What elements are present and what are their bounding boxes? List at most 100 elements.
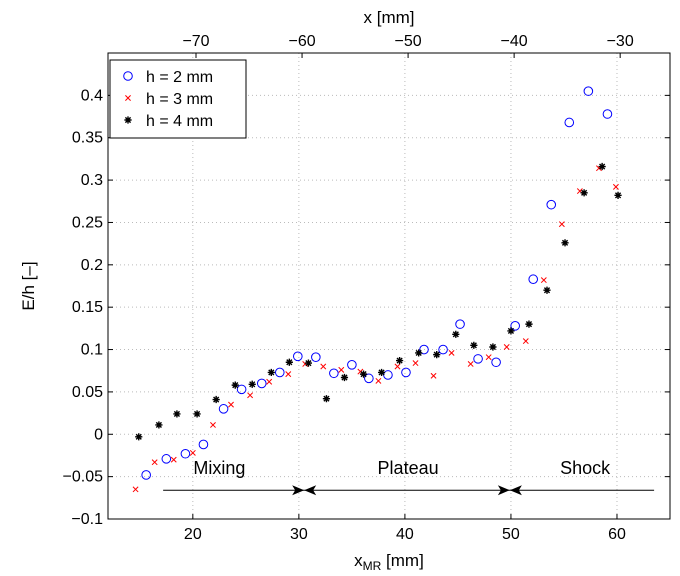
data-point-series-3-stroke: [415, 349, 423, 357]
data-point-series-3: [304, 359, 313, 367]
data-point-series-3-stroke: [580, 189, 588, 197]
legend-entries: h = 2 mm h = 3 mm h = 4 mm: [123, 69, 213, 130]
legend-box: [109, 59, 247, 139]
data-point-series-3-stroke: [489, 343, 497, 351]
data-point-series-2: [151, 459, 158, 466]
data-point-series-1: [602, 109, 613, 119]
y-tick-label: 0.1: [81, 342, 103, 359]
data-point-series-2-stroke: [189, 449, 196, 456]
y-tick-label: 0.15: [72, 299, 103, 316]
data-point-series-3-stroke: [433, 351, 441, 359]
data-point-series-1: [419, 344, 429, 355]
data-point-series-2: [503, 344, 510, 350]
data-point-series-2-stroke: [151, 459, 158, 466]
data-point-series-3-stroke: [155, 421, 163, 429]
region-label: Mixing: [193, 458, 245, 478]
arrowhead-left: [509, 485, 522, 496]
data-point-series-1: [161, 454, 172, 464]
data-point-series-3-stroke: [231, 381, 239, 389]
x-tick-label: 40: [396, 526, 414, 543]
data-point-series-2: [266, 378, 273, 385]
data-point-series-1: [293, 351, 303, 362]
plot-frame: [107, 52, 671, 520]
x-axis-label: xMR [mm]: [354, 551, 424, 573]
data-point-series-2: [485, 354, 492, 361]
data-point-series-1: [274, 367, 285, 378]
data-point-series-3-stroke: [452, 330, 460, 338]
legend-label: h = 4 mm: [146, 113, 213, 130]
data-point-series-2-stroke: [210, 421, 216, 428]
data-point-series-2-stroke: [338, 366, 345, 373]
data-point-series-2-stroke: [522, 338, 529, 345]
data-point-series-1: [364, 373, 374, 384]
data-point-series-2-stroke: [266, 378, 273, 385]
data-point-series-3: [377, 368, 386, 377]
legend-marker-stroke: [125, 95, 131, 101]
x-axis-label-main: x: [354, 551, 363, 570]
data-point-series-1: [583, 86, 594, 96]
data-point-series-3-stroke: [267, 368, 275, 377]
data-point-series-3-stroke: [285, 358, 293, 366]
data-point-series-3: [231, 381, 239, 389]
data-point-series-1: [311, 352, 321, 362]
y-tick-label: 0.3: [81, 172, 103, 189]
arrowhead-right: [292, 485, 305, 496]
tick-labels: 20 30 40 50 60 −70 −60 −50 −40 −30 −0.1 −0.05 0 0.05 0…: [63, 33, 634, 543]
region-label: Shock: [560, 458, 611, 478]
data-point-series-2: [448, 349, 455, 356]
x-axis-label-unit: [mm]: [381, 551, 424, 570]
data-point-series-2-stroke: [394, 363, 401, 370]
data-point-series-3: [248, 380, 256, 388]
data-point-series-3-stroke: [359, 370, 368, 378]
y-tick-label: 0.25: [72, 214, 103, 231]
legend-marker: [124, 116, 132, 124]
data-point-series-3: [212, 395, 220, 404]
data-point-series-3: [173, 410, 181, 418]
data-point-series-3-stroke: [396, 356, 404, 365]
legend-label: h = 2 mm: [146, 69, 213, 86]
data-point-series-3-stroke: [212, 395, 220, 404]
data-point-series-1: [141, 470, 151, 480]
data-point-series-3-stroke: [135, 433, 143, 441]
data-point-series-3: [452, 330, 460, 338]
arrowhead-right: [497, 485, 510, 496]
data-point-series-1: [347, 359, 357, 370]
data-point-series-3: [415, 349, 423, 357]
legend: h = 2 mm h = 3 mm h = 4 mm: [109, 59, 247, 139]
data-point-series-3-stroke: [248, 380, 256, 388]
top-x-tick-label: −60: [288, 33, 315, 50]
data-point-series-3-stroke: [614, 191, 622, 199]
data-point-series-1: [564, 117, 575, 128]
data-point-series-2: [394, 363, 401, 370]
region-label: Plateau: [378, 458, 439, 478]
data-point-series-2-stroke: [228, 401, 234, 408]
data-point-series-3-stroke: [173, 410, 181, 418]
data-point-series-2-stroke: [558, 221, 565, 228]
x-tick-label: 20: [184, 526, 202, 543]
data-point-series-2-stroke: [503, 344, 510, 350]
data-point-series-1: [438, 344, 448, 355]
data-point-series-3: [614, 191, 622, 199]
data-point-series-2: [247, 392, 254, 399]
top-x-tick-label: −40: [501, 33, 528, 50]
data-point-series-3-stroke: [322, 395, 331, 403]
x-tick-label: 60: [608, 526, 626, 543]
data-point-series-1: [546, 199, 557, 210]
data-point-series-2-stroke: [612, 183, 619, 190]
data-point-series-3-stroke: [377, 368, 386, 377]
data-point-series-3-stroke: [193, 410, 201, 418]
data-point-series-2-stroke: [285, 371, 292, 378]
data-point-series-1: [198, 439, 209, 450]
data-point-series-2: [132, 486, 139, 493]
data-point-series-3: [285, 358, 293, 366]
data-point-series-2-stroke: [375, 377, 382, 384]
top-x-tick-label: −70: [182, 33, 209, 50]
data-point-series-2-stroke: [430, 372, 437, 379]
data-point-series-2: [285, 371, 292, 378]
data-point-series-2-stroke: [170, 456, 177, 463]
data-point-series-3: [470, 341, 478, 349]
x-tick-label: 30: [290, 526, 308, 543]
data-point-series-3: [561, 239, 569, 247]
data-point-series-1: [236, 384, 247, 395]
